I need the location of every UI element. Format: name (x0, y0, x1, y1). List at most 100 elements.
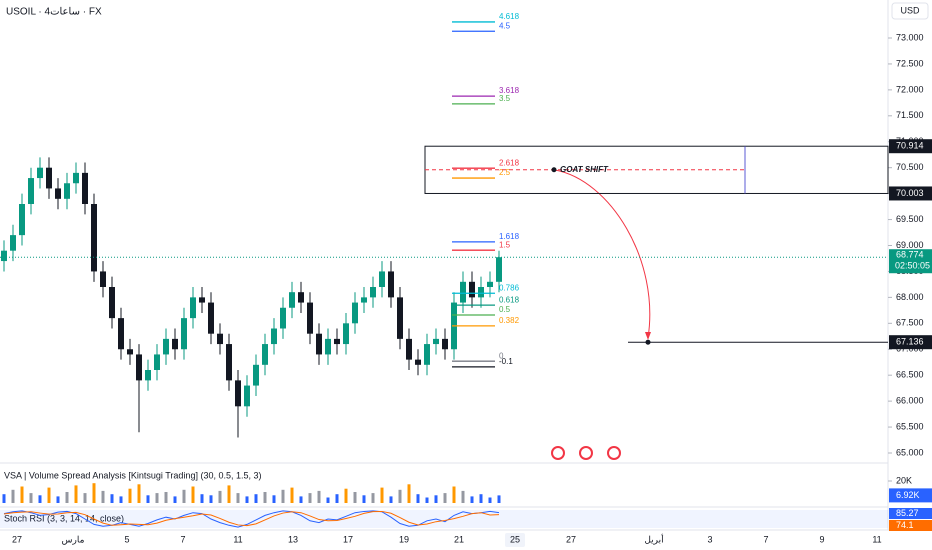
volume-bar (488, 497, 492, 503)
candle-body (136, 354, 142, 381)
candle-body (235, 380, 241, 407)
candle-body (217, 333, 223, 345)
y-tick-label: 69.500 (896, 214, 924, 224)
event-icon[interactable] (551, 446, 565, 460)
stoch-label: 74.1 (896, 520, 914, 530)
stoch-line (3, 510, 500, 528)
x-tick-label: 11 (233, 534, 242, 544)
current-date-box (505, 533, 525, 547)
candle-body (343, 323, 349, 345)
candle-body (145, 370, 151, 381)
volume-bar (443, 493, 447, 503)
volume-bar (119, 496, 123, 503)
volume-bar (434, 495, 438, 503)
candle-body (208, 302, 214, 334)
volume-bar (263, 492, 267, 503)
volume-box (889, 488, 932, 503)
candle-body (280, 307, 286, 329)
candle-body (91, 204, 97, 272)
fib-label: 3.5 (499, 94, 511, 103)
fib-label: 2.5 (499, 168, 511, 177)
candle-body (118, 318, 124, 350)
x-tick-label: 5 (124, 534, 129, 544)
fib-label: -0.1 (499, 357, 513, 366)
candle-body (442, 338, 448, 350)
candle-body (19, 204, 25, 236)
volume-bar (398, 489, 402, 503)
volume-bar (146, 495, 150, 503)
candle-body (424, 344, 430, 365)
x-tick-label: 17 (343, 534, 353, 544)
volume-bar (371, 493, 375, 503)
x-tick-label: 13 (288, 534, 298, 544)
volume-bar (272, 495, 276, 503)
candle-body (28, 178, 34, 204)
volume-bar (461, 490, 465, 503)
price-box (889, 139, 932, 154)
candle-body (370, 287, 376, 298)
volume-bar (470, 496, 474, 503)
volume-bar (344, 488, 348, 503)
y-tick-label: 65.500 (896, 421, 924, 431)
currency[interactable]: USD (900, 5, 920, 15)
x-tick-label: 11 (872, 534, 881, 544)
y-tick-label: 70.500 (896, 162, 924, 172)
y-tick-label: 73.000 (896, 32, 924, 42)
candle-body (406, 338, 412, 360)
candle-body (298, 292, 304, 303)
volume-bar (20, 486, 24, 503)
zone-dot (551, 167, 557, 173)
volume-bar (101, 490, 105, 503)
volume-bar (164, 492, 168, 503)
volume-bar (497, 495, 501, 503)
volume-bar (236, 493, 240, 503)
volume-bar (362, 495, 366, 503)
x-tick-label: 7 (180, 534, 185, 544)
currency-button[interactable] (891, 2, 929, 20)
arrow-head (645, 332, 651, 340)
candle-body (460, 281, 466, 303)
volume-bar (380, 487, 384, 503)
volume-bar (191, 486, 195, 503)
volume-bar (335, 494, 339, 503)
candle-body (73, 172, 79, 184)
target-dot (645, 339, 651, 345)
y-tick-label: 68.000 (896, 292, 924, 302)
event-icon[interactable] (607, 446, 621, 460)
candle-body (397, 297, 403, 339)
volume-bar (227, 485, 231, 503)
x-tick-label: 25 (510, 534, 520, 544)
event-icon[interactable] (579, 446, 593, 460)
y-tick-label: 67.500 (896, 318, 924, 328)
stoch-line (3, 510, 500, 527)
stoch-box (889, 520, 932, 531)
stoch-title: Stoch RSI (3, 3, 14, 14, close) (4, 513, 124, 523)
volume-bar (299, 496, 303, 503)
volume-bar (479, 494, 483, 503)
candle-body (181, 318, 187, 350)
volume-bar (29, 493, 33, 503)
volume-bar (308, 493, 312, 503)
candle-body (10, 235, 16, 251)
volume-bar (38, 495, 42, 503)
volume-bar (65, 492, 69, 503)
volume-bar (47, 487, 51, 503)
volume-bar (182, 489, 186, 503)
countdown: 02:50:05 (895, 261, 930, 271)
fib-label: 0 (499, 351, 504, 360)
x-tick-label: 27 (12, 534, 22, 544)
event-icons (551, 446, 621, 460)
candle-body (262, 344, 268, 365)
volume-bar (74, 485, 78, 503)
volume-bar (128, 488, 132, 503)
candle-body (415, 359, 421, 365)
candle-body (109, 287, 115, 319)
x-tick-label: 19 (399, 534, 409, 544)
volume-bar (416, 494, 420, 503)
volume-bar (452, 486, 456, 503)
volume-bar (11, 489, 15, 503)
volume-bar (218, 490, 222, 503)
x-tick-label: مارس (62, 534, 85, 545)
volume-bar (2, 494, 6, 503)
fib-label: 0.786 (499, 283, 520, 292)
